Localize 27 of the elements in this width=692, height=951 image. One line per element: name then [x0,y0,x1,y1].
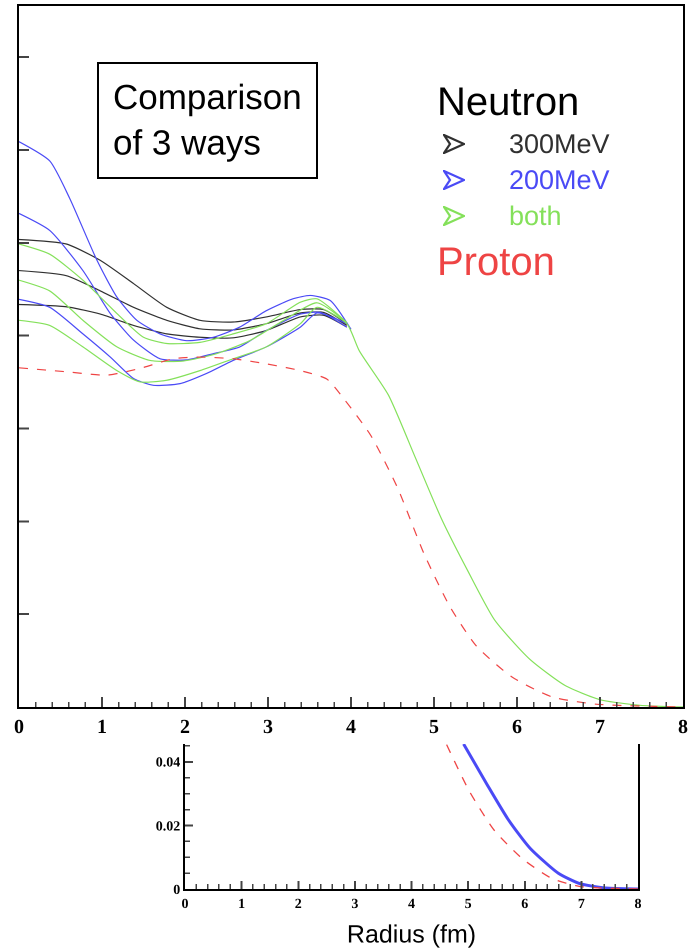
x-tick-label: 4 [346,716,356,738]
annotation: Comparison of 3 ways [113,78,302,162]
x-tick-label: 8 [634,896,642,912]
legend-label: 300MeV [509,128,610,161]
x-tick-label: 5 [429,716,439,738]
x-tick-label: 1 [238,896,246,912]
x-tick-label: 4 [408,896,415,912]
x-tick-label: 2 [294,896,302,912]
x-axis-title: Radius (fm) [346,920,476,948]
y-tick-label: 0.02 [156,819,180,834]
x-tick-label: 5 [464,896,472,912]
legend-label: both [509,200,562,233]
text: Proton [437,239,556,286]
x-tick-label: 6 [521,896,528,912]
x-tick-label: 3 [263,716,273,738]
y-tick-label: 0 [173,882,180,898]
x-tick-label: 2 [180,716,190,738]
y-tick-label: 0.04 [156,756,180,771]
x-tick-label: 3 [351,896,358,912]
x-tick-label: 6 [512,716,522,738]
x-tick-label: 7 [595,716,605,738]
x-tick-label: 1 [97,716,107,738]
x-tick-label: 7 [578,896,585,912]
legend-label: 200MeV [509,164,610,197]
legend-title: Neutron [437,79,580,126]
x-tick-label: 0 [14,716,24,738]
x-tick-label: 8 [678,716,688,738]
